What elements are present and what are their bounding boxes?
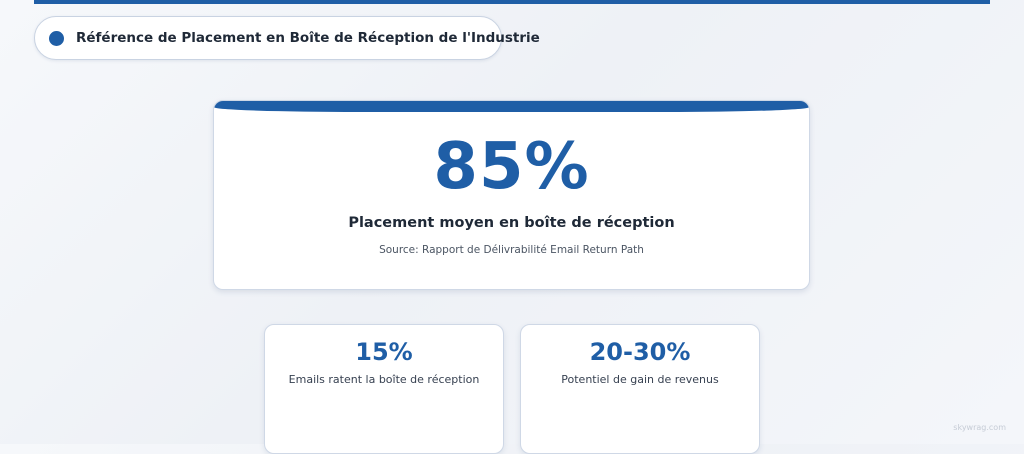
stat-label: Potentiel de gain de revenus [561, 373, 719, 386]
main-card-accent [214, 101, 809, 112]
stat-label: Emails ratent la boîte de réception [288, 373, 480, 386]
section-header-pill: Référence de Placement en Boîte de Récep… [34, 16, 540, 60]
stat-card-missed: 15% Emails ratent la boîte de réception [264, 324, 504, 454]
main-stat-source: Source: Rapport de Délivrabilité Email R… [379, 244, 644, 256]
watermark: skywrag.com [953, 423, 1006, 432]
stat-card-revenue: 20-30% Potentiel de gain de revenus [520, 324, 760, 454]
main-stat-value: 85% [433, 130, 590, 204]
main-stat-caption: Placement moyen en boîte de réception [348, 215, 675, 231]
stat-value: 20-30% [589, 338, 691, 366]
stat-value: 15% [355, 338, 413, 366]
main-stat-card: 85% Placement moyen en boîte de réceptio… [213, 100, 810, 290]
section-title: Référence de Placement en Boîte de Récep… [76, 30, 540, 46]
top-accent-bar [34, 0, 990, 4]
bullet-dot-icon [49, 30, 64, 46]
